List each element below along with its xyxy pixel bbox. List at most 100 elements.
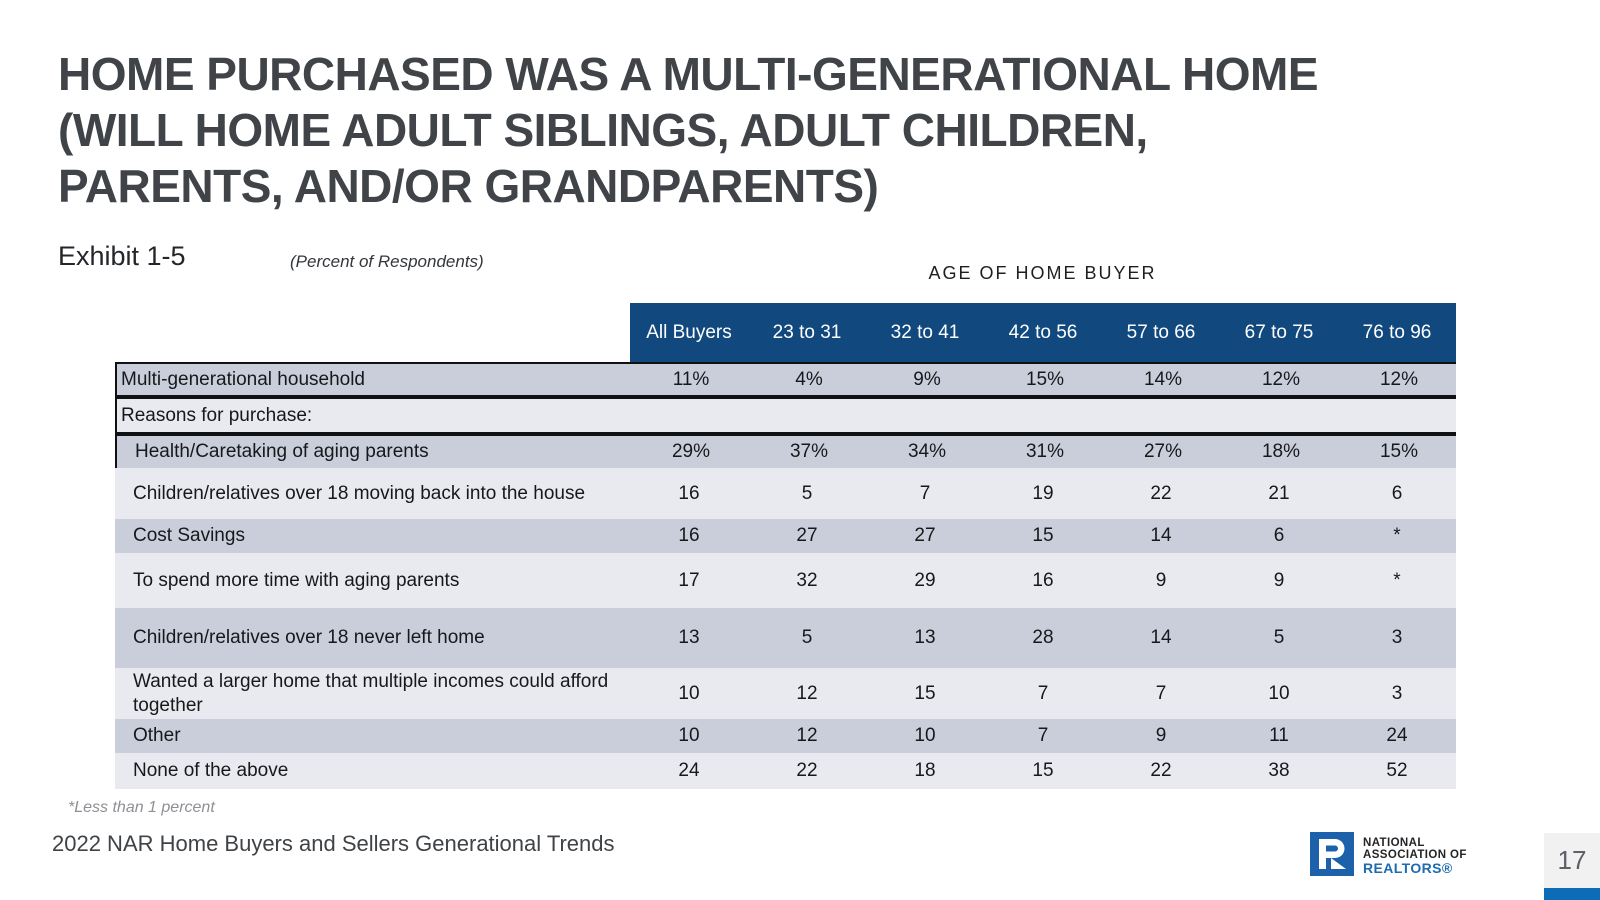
nar-logo-line-3: REALTORS® <box>1363 860 1453 877</box>
table-row: Children/relatives over 18 moving back i… <box>115 468 1456 519</box>
cell-value: 6 <box>1391 482 1403 504</box>
cell-value: * <box>1393 525 1401 546</box>
table-row: Multi-generational household 11% 4% 9% 15% 1… <box>115 362 1456 399</box>
data-table: All Buyers 23 to 31 32 to 41 42 to 56 57 to … <box>115 303 1456 789</box>
cell-value: 5 <box>801 627 813 648</box>
cell-value: 12 <box>796 682 818 704</box>
cell-value: 10 <box>914 725 936 746</box>
table-row: To spend more time with aging parents 17… <box>115 553 1456 608</box>
cell-value: 29% <box>671 441 711 462</box>
table-body: Multi-generational household 11% 4% 9% 15% 1… <box>115 362 1456 789</box>
cell-value: 28 <box>1032 627 1054 648</box>
page-title: HOME PURCHASED WAS A MULTI-GENERATIONAL … <box>58 46 1538 214</box>
cell-value: 7 <box>1037 682 1049 704</box>
cell-value: 9 <box>1155 569 1167 591</box>
cell-value: 21 <box>1268 482 1290 504</box>
cell-value: 18% <box>1261 441 1301 462</box>
cell-value: 7 <box>1037 725 1049 746</box>
title-line-3: PARENTS, AND/OR GRANDPARENTS) <box>58 160 879 213</box>
table-row: Cost Savings 16 27 27 15 14 6 * <box>115 519 1456 553</box>
cell-value: 14 <box>1150 627 1172 648</box>
cell-value: 38 <box>1268 760 1290 781</box>
cell-value: 10 <box>678 725 700 746</box>
cell-value: 29 <box>914 569 936 591</box>
cell-value: 16 <box>678 525 700 546</box>
row-label: Other <box>133 725 181 747</box>
cell-value: 18 <box>914 760 936 781</box>
cell-value: 3 <box>1391 682 1403 704</box>
cell-value: 4% <box>795 368 823 390</box>
cell-value: 11 <box>1269 725 1289 746</box>
cell-value: 19 <box>1032 482 1054 504</box>
column-header: 67 to 75 <box>1220 303 1338 362</box>
cell-value: 9 <box>1273 569 1285 591</box>
column-header: All Buyers <box>630 303 748 362</box>
cell-value <box>750 399 868 432</box>
cell-value: 15 <box>1032 525 1054 546</box>
cell-value: 22 <box>1150 760 1172 781</box>
cell-value: 34% <box>907 441 947 462</box>
title-line-2: (WILL HOME ADULT SIBLINGS, ADULT CHILDRE… <box>58 104 1148 157</box>
cell-value: 6 <box>1273 525 1285 546</box>
row-label: Children/relatives over 18 moving back i… <box>133 482 586 504</box>
cell-value: 37% <box>789 441 829 462</box>
cell-value <box>1222 399 1340 432</box>
table-row: Wanted a larger home that multiple incom… <box>115 668 1456 719</box>
row-label: Children/relatives over 18 never left ho… <box>133 627 485 649</box>
column-header: 32 to 41 <box>866 303 984 362</box>
column-header: 23 to 31 <box>748 303 866 362</box>
cell-value: 14% <box>1143 368 1183 390</box>
cell-value: 13 <box>914 627 936 648</box>
cell-value: 15 <box>1032 760 1054 781</box>
cell-value <box>868 399 986 432</box>
nar-logo-icon <box>1310 832 1354 881</box>
row-label: Health/Caretaking of aging parents <box>135 441 429 463</box>
cell-value <box>1104 399 1222 432</box>
row-label: Wanted a larger home that multiple incom… <box>133 671 609 716</box>
cell-value: 27 <box>914 525 936 546</box>
cell-value: 12% <box>1261 368 1301 390</box>
cell-value: 5 <box>1273 627 1285 648</box>
table-row: None of the above 24 22 18 15 22 38 52 <box>115 753 1456 789</box>
table-row: Reasons for purchase: <box>115 399 1456 436</box>
cell-value: 32 <box>796 569 818 591</box>
nar-logo-text: NATIONAL ASSOCIATION OF REALTORS® <box>1363 837 1467 877</box>
table-header-row: All Buyers 23 to 31 32 to 41 42 to 56 57 to … <box>115 303 1456 362</box>
cell-value: 9% <box>913 368 941 390</box>
cell-value: 22 <box>796 760 818 781</box>
cell-value: 9 <box>1155 725 1167 746</box>
nar-logo-line-1: NATIONAL <box>1363 836 1425 849</box>
page-number: 17 <box>1544 833 1600 888</box>
page-accent-bar <box>1544 888 1600 900</box>
row-label: To spend more time with aging parents <box>133 569 460 591</box>
nar-logo-line-2: ASSOCIATION OF <box>1363 848 1467 861</box>
cell-value: 11% <box>672 368 710 390</box>
table-row: Health/Caretaking of aging parents 29% 37… <box>115 436 1456 468</box>
cell-value: 27% <box>1143 441 1183 462</box>
cell-value: 10 <box>1268 682 1290 704</box>
cell-value: 15% <box>1025 368 1065 390</box>
title-line-1: HOME PURCHASED WAS A MULTI-GENERATIONAL … <box>58 48 1319 100</box>
cell-value: 7 <box>919 482 931 504</box>
cell-value: 16 <box>1032 569 1054 591</box>
column-header: 57 to 66 <box>1102 303 1220 362</box>
cell-value: 17 <box>678 569 700 591</box>
row-label: Cost Savings <box>133 525 245 547</box>
cell-value: 15% <box>1379 441 1419 462</box>
row-label: Reasons for purchase: <box>121 404 313 426</box>
row-label: Multi-generational household <box>121 368 365 390</box>
report-title-footer: 2022 NAR Home Buyers and Sellers Generat… <box>52 831 615 856</box>
table-footnote: *Less than 1 percent <box>68 799 215 816</box>
cell-value: 3 <box>1391 627 1403 648</box>
cell-value <box>986 399 1104 432</box>
cell-value: 16 <box>678 482 700 504</box>
cell-value: 12% <box>1379 368 1419 390</box>
cell-value: 14 <box>1150 525 1172 546</box>
cell-value: 10 <box>678 682 700 704</box>
cell-value: * <box>1393 569 1401 591</box>
cell-value: 7 <box>1155 682 1167 704</box>
age-of-home-buyer-header: AGE OF HOME BUYER <box>928 263 1157 283</box>
percent-of-respondents-note: (Percent of Respondents) <box>290 252 484 271</box>
table-row: Children/relatives over 18 never left ho… <box>115 608 1456 668</box>
